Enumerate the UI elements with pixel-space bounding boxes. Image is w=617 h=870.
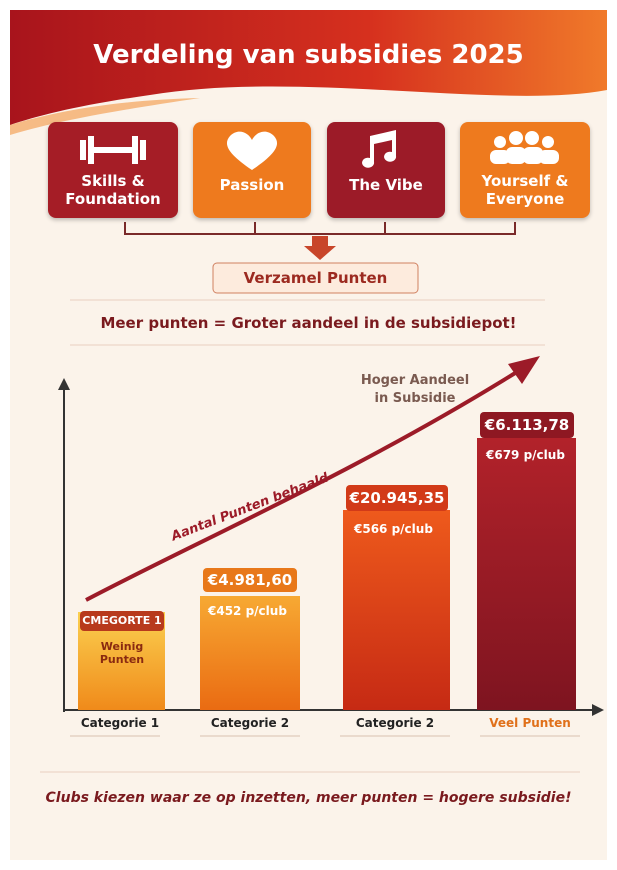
icons — [80, 130, 559, 170]
pillar: Yourself & Everyone — [460, 122, 590, 218]
bar-amount: €20.945,35 — [346, 485, 448, 511]
bar-label: Categorie 2 — [355, 716, 435, 730]
bar — [343, 510, 450, 710]
footer: Clubs kiezen waar ze op inzetten, meer p… — [45, 790, 572, 806]
bar — [477, 438, 576, 710]
bar-note: Weinig Punten — [99, 640, 145, 666]
pillar: The Vibe — [327, 122, 445, 218]
wave-accent — [10, 98, 200, 135]
bar-label: Veel Punten — [489, 716, 571, 730]
share-label: Hoger Aandeel in Subsidie — [360, 373, 470, 406]
bar — [200, 596, 300, 710]
pillar: Skills & Foundation — [48, 122, 178, 218]
collect-box — [212, 262, 419, 294]
bar-amount: €6.113,78 — [480, 412, 574, 438]
header-wave — [10, 10, 607, 125]
bar-label: Categorie 2 — [210, 716, 290, 730]
bar-badge: CMEGORTE 1 — [80, 611, 164, 631]
bar-per-club: €452 p/club — [208, 604, 287, 618]
growth-arrowhead — [508, 356, 540, 384]
pillar: Passion — [193, 122, 311, 218]
bar-per-club: €679 p/club — [486, 448, 565, 462]
x-arrowhead — [592, 704, 604, 716]
pillar-label: Yourself & Everyone — [481, 172, 569, 208]
title: Verdeling van subsidies 2025 — [93, 40, 524, 70]
y-arrowhead — [58, 378, 70, 390]
card-bg — [327, 122, 445, 218]
pillar-label: Skills & Foundation — [65, 172, 161, 208]
bar-per-club: €566 p/club — [354, 522, 433, 536]
bar-amount: €4.981,60 — [203, 568, 297, 592]
pillar-label: Passion — [219, 176, 285, 194]
bar-label: Categorie 1 — [80, 716, 160, 730]
tagline: Meer punten = Groter aandeel in de subsi… — [100, 314, 517, 332]
down-arrow — [304, 236, 336, 260]
collect-label: Verzamel Punten — [243, 269, 388, 287]
card-bg — [460, 122, 590, 218]
bracket — [124, 222, 516, 235]
growth-arrow — [85, 368, 522, 602]
pillar-label: The Vibe — [349, 176, 423, 194]
